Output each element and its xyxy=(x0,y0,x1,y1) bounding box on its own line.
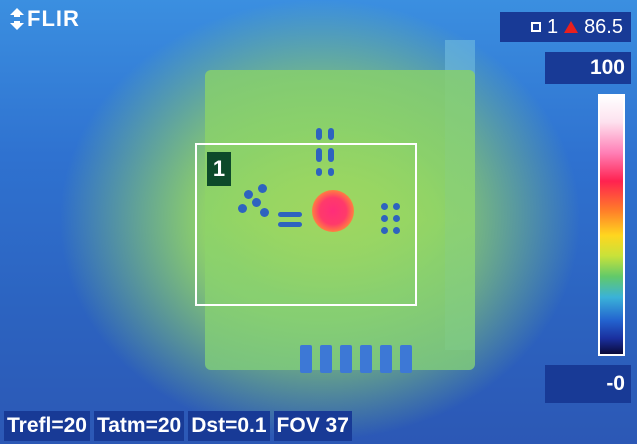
param-dst: Dst=0.1 xyxy=(188,411,270,441)
param-fov: FOV 37 xyxy=(273,411,352,441)
component-pin xyxy=(328,168,334,176)
hotspot xyxy=(312,190,354,232)
parameter-bar: Trefl=20 Tatm=20 Dst=0.1 FOV 37 xyxy=(0,408,637,444)
roi-label: 1 xyxy=(207,152,231,186)
component-pad xyxy=(252,198,261,207)
flir-logo: FLIR xyxy=(10,6,80,32)
component-pad xyxy=(244,190,253,199)
board-connector xyxy=(300,345,420,375)
component-pad xyxy=(381,227,388,234)
component-pad xyxy=(260,208,269,217)
component-pin xyxy=(316,148,322,162)
param-tatm: Tatm=20 xyxy=(93,411,185,441)
scale-max-value: 100 xyxy=(545,52,631,84)
component-pin xyxy=(278,212,302,217)
component-pad xyxy=(238,204,247,213)
scale-min-value: -0 xyxy=(545,365,631,403)
component-pad xyxy=(393,227,400,234)
measurement-box-roi[interactable] xyxy=(195,143,417,306)
measurement-value: 86.5 xyxy=(584,15,623,38)
component-pad xyxy=(381,215,388,222)
spot-number: 1 xyxy=(546,15,559,38)
component-pin xyxy=(278,222,302,227)
component-pin xyxy=(328,128,334,140)
color-scale-bar xyxy=(598,94,625,356)
red-triangle-icon xyxy=(564,21,579,33)
component-pad xyxy=(393,203,400,210)
measurement-readout: 1 86.5 xyxy=(500,12,631,42)
component-pin xyxy=(328,148,334,162)
component-pin xyxy=(316,168,322,176)
component-pad xyxy=(381,203,388,210)
component-pad xyxy=(393,215,400,222)
spot-box-icon xyxy=(530,22,541,32)
component-pin xyxy=(316,128,322,140)
flir-logo-icon xyxy=(10,8,24,30)
logo-text: FLIR xyxy=(27,6,80,31)
param-trefl: Trefl=20 xyxy=(4,411,90,441)
component-pad xyxy=(258,184,267,193)
